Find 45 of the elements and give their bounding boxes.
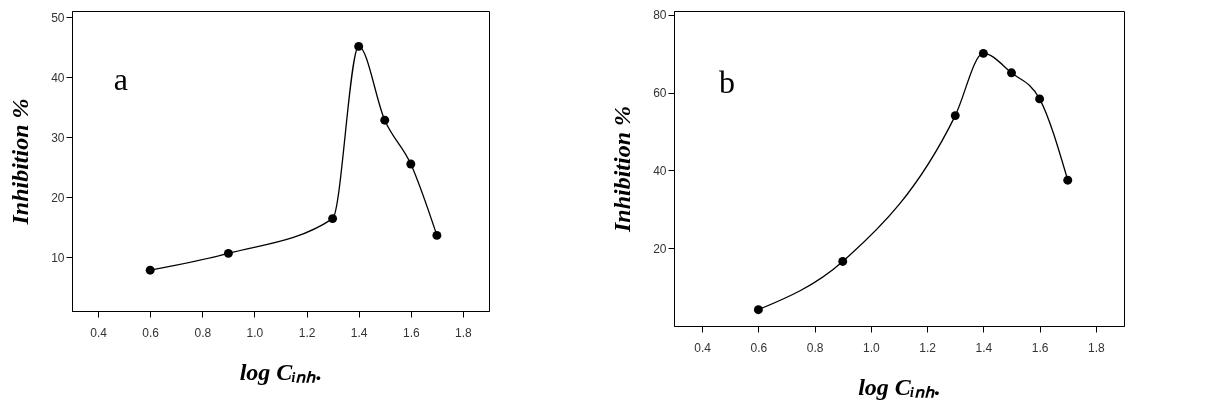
y-axis-title: Inhibition % <box>7 98 34 226</box>
annotation: b <box>719 64 735 101</box>
point <box>753 305 763 315</box>
x-tick-label: 1.0 <box>863 340 881 355</box>
y-tick-label: 30 <box>51 130 65 145</box>
y-tick-label: 80 <box>653 8 667 23</box>
point <box>328 214 338 224</box>
y-tick-label: 10 <box>51 250 65 265</box>
point <box>223 248 233 258</box>
y-tick-label: 50 <box>51 10 65 25</box>
x-tick-label: 0.4 <box>694 340 712 355</box>
point <box>1063 175 1073 185</box>
point <box>1007 68 1016 78</box>
point <box>838 256 848 266</box>
y-tick-label: 40 <box>51 70 65 85</box>
x-tick-label: 1.6 <box>1031 340 1049 355</box>
x-tick-label: 1.2 <box>919 340 937 355</box>
point <box>432 230 442 240</box>
x-tick-label: 1.2 <box>298 325 316 340</box>
x-axis-title: log Cᵢₙₕ. <box>239 358 323 385</box>
point <box>950 111 960 121</box>
x-tick-label: 1.8 <box>1088 340 1106 355</box>
x-tick-label: 0.8 <box>806 340 824 355</box>
x-tick-label: 1.6 <box>402 325 420 340</box>
x-tick-label: 0.8 <box>194 325 212 340</box>
point <box>1035 94 1045 104</box>
point <box>978 48 988 58</box>
y-tick-label: 20 <box>653 241 667 256</box>
annotation: a <box>113 61 128 97</box>
x-axis-title: log Cᵢₙₕ. <box>858 373 941 400</box>
x-tick-label: 1.4 <box>350 325 368 340</box>
y-tick-label: 40 <box>653 163 667 178</box>
point <box>406 159 416 169</box>
x-tick-label: 1.0 <box>246 325 264 340</box>
x-tick-label: 1.8 <box>455 325 473 340</box>
x-tick-label: 1.4 <box>975 340 993 355</box>
x-tick-label: 0.6 <box>750 340 768 355</box>
y-tick-label: 20 <box>51 190 65 205</box>
x-tick-label: 0.6 <box>142 325 160 340</box>
point <box>145 265 155 275</box>
point <box>380 115 390 125</box>
point <box>354 41 364 51</box>
x-tick-label: 0.4 <box>90 325 108 340</box>
y-tick-label: 60 <box>653 86 667 101</box>
y-axis-title: Inhibition % <box>609 105 636 234</box>
